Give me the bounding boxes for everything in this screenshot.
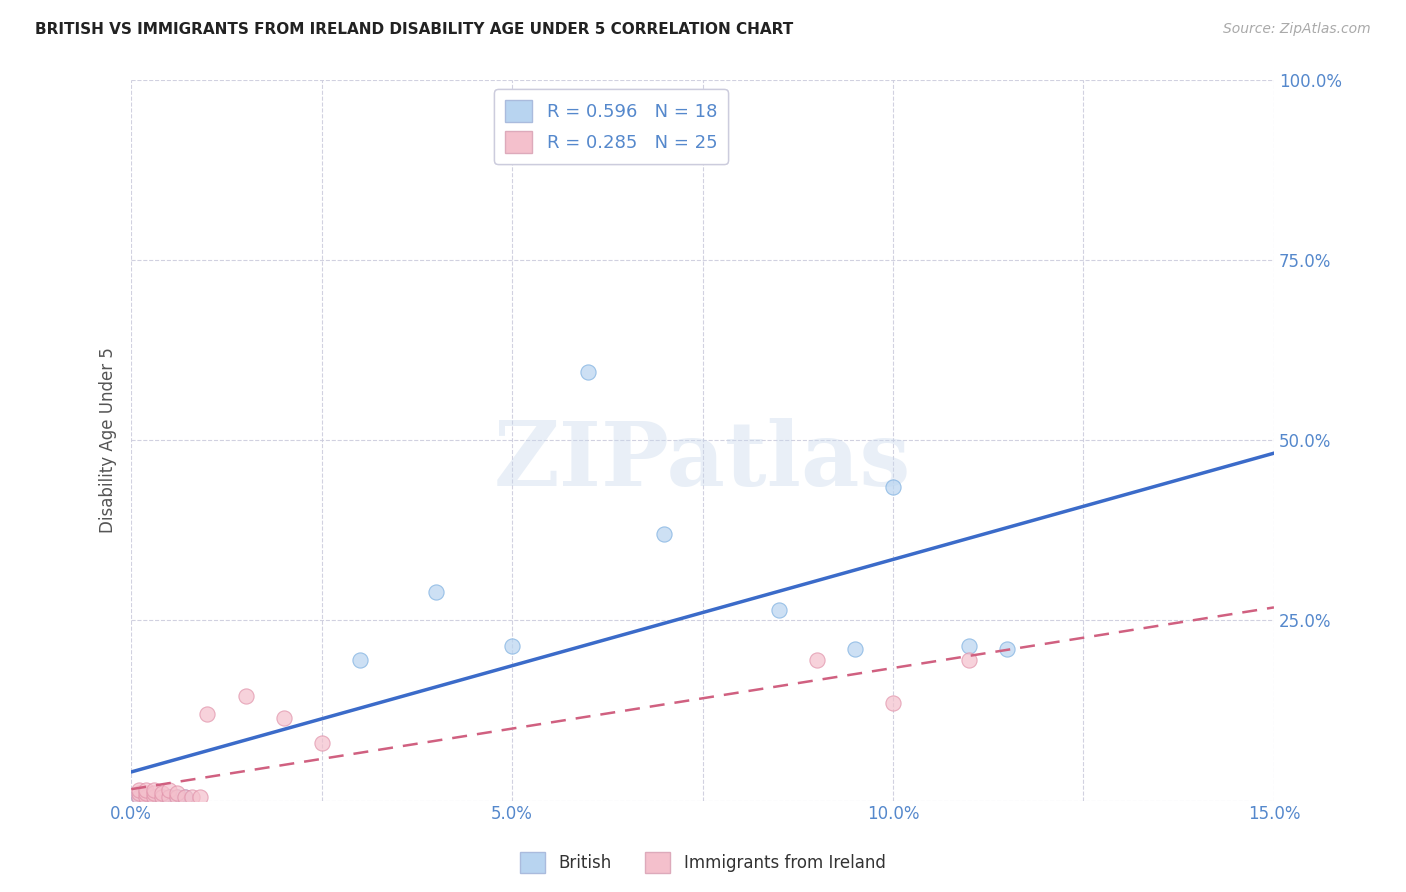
Point [166,790,188,805]
Point [150,790,173,805]
Point [806,653,828,667]
Point [135,782,157,797]
Point [173,790,195,805]
Point [197,707,219,722]
Point [181,790,204,805]
Point [235,689,257,703]
Point [150,786,173,800]
Point [157,790,180,805]
Text: ZIPatlas: ZIPatlas [494,418,911,506]
Point [166,790,188,805]
Point [135,790,157,805]
Point [128,782,150,797]
Point [143,790,166,805]
Point [166,786,188,800]
Point [128,790,150,805]
Point [157,790,180,805]
Point [143,786,166,800]
Point [157,790,180,805]
Text: BRITISH VS IMMIGRANTS FROM IRELAND DISABILITY AGE UNDER 5 CORRELATION CHART: BRITISH VS IMMIGRANTS FROM IRELAND DISAB… [35,22,793,37]
Point [882,480,904,494]
Point [188,790,211,805]
Legend: R = 0.596   N = 18, R = 0.285   N = 25: R = 0.596 N = 18, R = 0.285 N = 25 [495,89,728,164]
Point [311,736,333,750]
Point [135,786,157,800]
Point [173,790,195,805]
Point [576,365,599,379]
Point [157,782,180,797]
Point [501,639,523,653]
Point [957,639,980,653]
Point [128,790,150,805]
Point [768,602,790,616]
Point [654,527,676,541]
Y-axis label: Disability Age Under 5: Disability Age Under 5 [100,347,117,533]
Point [844,642,866,657]
Point [150,790,173,805]
Point [882,696,904,710]
Point [143,790,166,805]
Point [957,653,980,667]
Point [349,653,371,667]
Point [425,584,447,599]
Point [128,786,150,800]
Point [273,711,295,725]
Point [143,782,166,797]
Point [995,642,1018,657]
Point [135,790,157,805]
Legend: British, Immigrants from Ireland: British, Immigrants from Ireland [513,846,893,880]
Text: Source: ZipAtlas.com: Source: ZipAtlas.com [1223,22,1371,37]
